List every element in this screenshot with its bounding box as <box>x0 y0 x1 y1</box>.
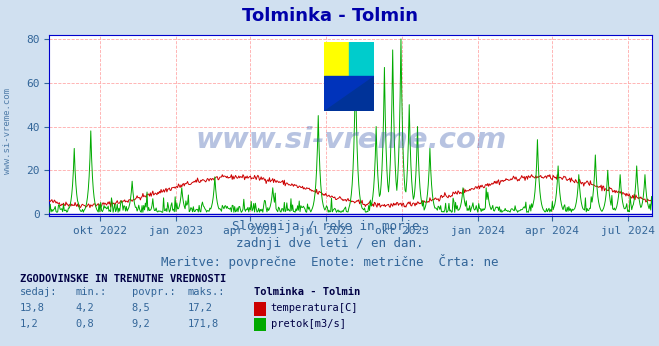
Polygon shape <box>324 42 349 76</box>
Text: 0,8: 0,8 <box>76 319 94 328</box>
Text: Tolminka - Tolmin: Tolminka - Tolmin <box>254 288 360 297</box>
Polygon shape <box>349 42 374 76</box>
Text: povpr.:: povpr.: <box>132 288 175 297</box>
Text: www.si-vreme.com: www.si-vreme.com <box>3 89 13 174</box>
Text: 9,2: 9,2 <box>132 319 150 328</box>
Text: maks.:: maks.: <box>188 288 225 297</box>
Text: www.si-vreme.com: www.si-vreme.com <box>195 126 507 154</box>
Text: temperatura[C]: temperatura[C] <box>271 303 358 313</box>
Text: sedaj:: sedaj: <box>20 288 57 297</box>
Text: 17,2: 17,2 <box>188 303 213 313</box>
Text: ZGODOVINSKE IN TRENUTNE VREDNOSTI: ZGODOVINSKE IN TRENUTNE VREDNOSTI <box>20 274 226 283</box>
Text: 1,2: 1,2 <box>20 319 38 328</box>
Polygon shape <box>324 76 374 111</box>
Text: zadnji dve leti / en dan.: zadnji dve leti / en dan. <box>236 237 423 251</box>
Text: Meritve: povprečne  Enote: metrične  Črta: ne: Meritve: povprečne Enote: metrične Črta:… <box>161 254 498 269</box>
Text: 171,8: 171,8 <box>188 319 219 328</box>
Text: Tolminka - Tolmin: Tolminka - Tolmin <box>241 7 418 25</box>
Text: pretok[m3/s]: pretok[m3/s] <box>271 319 346 328</box>
Text: min.:: min.: <box>76 288 107 297</box>
Text: 4,2: 4,2 <box>76 303 94 313</box>
Text: 8,5: 8,5 <box>132 303 150 313</box>
Polygon shape <box>324 76 374 111</box>
Text: Slovenija / reke in morje.: Slovenija / reke in morje. <box>232 220 427 233</box>
Text: 13,8: 13,8 <box>20 303 45 313</box>
